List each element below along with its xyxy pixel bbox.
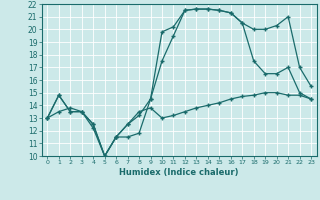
- X-axis label: Humidex (Indice chaleur): Humidex (Indice chaleur): [119, 168, 239, 177]
